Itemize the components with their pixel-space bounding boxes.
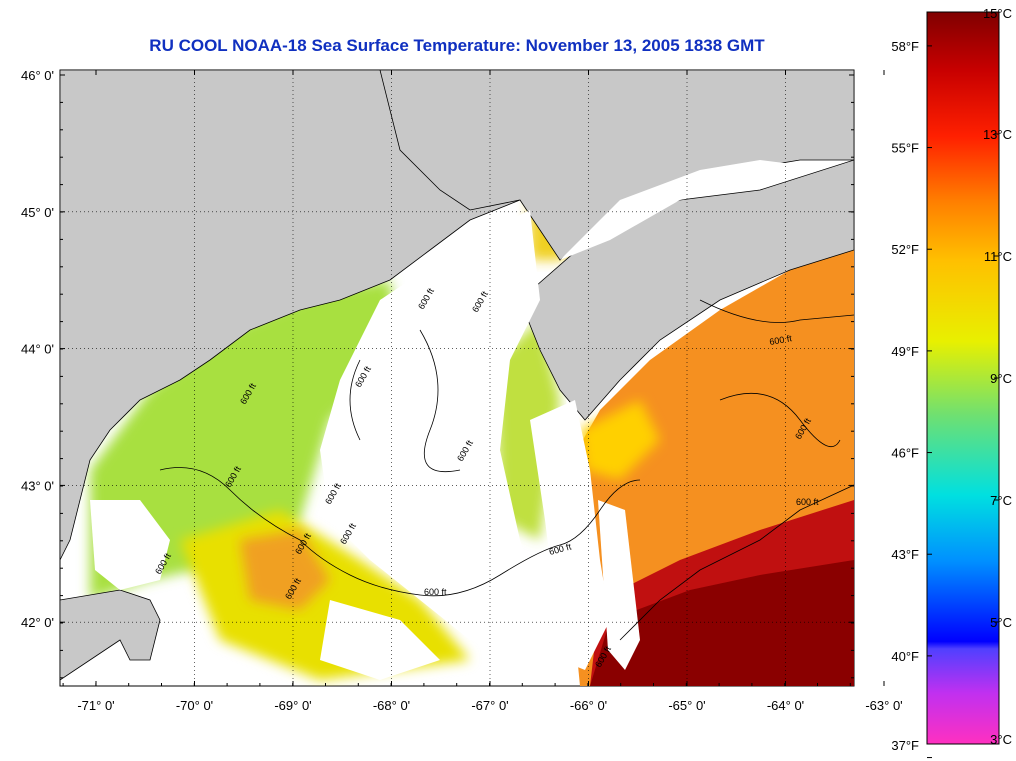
x-tick-label: -70° 0' (176, 698, 213, 713)
colorbar-fahrenheit-label: 43°F (891, 547, 919, 562)
colorbar-fahrenheit-label: 37°F (891, 738, 919, 753)
map-title: RU COOL NOAA-18 Sea Surface Temperature:… (149, 36, 765, 55)
colorbar-celsius-labels: 15°C 13°C 11°C 9°C 7°C 5°C 3°C (983, 6, 1012, 747)
land-cape-cod (60, 589, 161, 681)
cool-water-region (90, 280, 400, 600)
colorbar-ticks (927, 11, 999, 759)
cloud-southwest (90, 500, 170, 590)
cloud-strip-east (598, 500, 640, 670)
x-tick-label: -64° 0' (767, 698, 804, 713)
colorbar (926, 11, 1000, 745)
colorbar-fahrenheit-label: 55°F (891, 141, 919, 156)
x-axis-labels: -71° 0' -70° 0' -69° 0' -68° 0' -67° 0' -66° … (77, 698, 902, 713)
x-tick-label: -63° 0' (865, 698, 902, 713)
cloud-south (320, 600, 440, 680)
y-tick-label: 45° 0' (21, 205, 54, 220)
eastern-warm-band (580, 400, 660, 480)
contour-label: 600 ft (769, 333, 793, 347)
colorbar-fahrenheit-label: 52°F (891, 242, 919, 257)
colorbar-fahrenheit-label: 49°F (891, 344, 919, 359)
x-tick-label: -69° 0' (274, 698, 311, 713)
colorbar-celsius-label: 5°C (990, 615, 1012, 630)
colorbar-celsius-label: 3°C (990, 732, 1012, 747)
y-tick-label: 42° 0' (21, 615, 54, 630)
axis-ticks (60, 70, 885, 686)
y-axis-labels: 46° 0' 45° 0' 44° 0' 43° 0' 42° 0' (21, 68, 54, 630)
land-new-england (60, 70, 521, 561)
colorbar-celsius-label: 9°C (990, 371, 1012, 386)
colorbar-fahrenheit-label: 46°F (891, 446, 919, 461)
y-tick-label: 44° 0' (21, 342, 54, 357)
x-tick-label: -66° 0' (570, 698, 607, 713)
depth-contours (159, 299, 854, 641)
x-tick-label: -67° 0' (471, 698, 508, 713)
y-tick-label: 46° 0' (21, 68, 54, 83)
contour-label: 600 ft (424, 587, 447, 597)
cloud-fundy (560, 160, 800, 260)
grid-lines (60, 70, 854, 686)
colorbar-celsius-label: 7°C (990, 493, 1012, 508)
contour-label: 600 ft (796, 497, 819, 507)
colorbar-fahrenheit-labels: 58°F 55°F 52°F 49°F 46°F 43°F 40°F 37°F (891, 39, 919, 753)
x-tick-label: -65° 0' (668, 698, 705, 713)
colorbar-fahrenheit-label: 58°F (891, 39, 919, 54)
y-tick-label: 43° 0' (21, 478, 54, 493)
x-tick-label: -71° 0' (77, 698, 114, 713)
cloud-central (320, 210, 540, 640)
map-content (60, 70, 854, 686)
colorbar-celsius-label: 13°C (983, 127, 1012, 142)
x-tick-label: -68° 0' (373, 698, 410, 713)
cloud-strip (530, 400, 610, 670)
colorbar-celsius-label: 11°C (984, 249, 1012, 264)
colorbar-celsius-label: 15°C (983, 6, 1012, 21)
colorbar-fahrenheit-label: 40°F (891, 649, 919, 664)
georges-warm-patch (240, 530, 330, 610)
gulf-stream-core (590, 560, 854, 686)
